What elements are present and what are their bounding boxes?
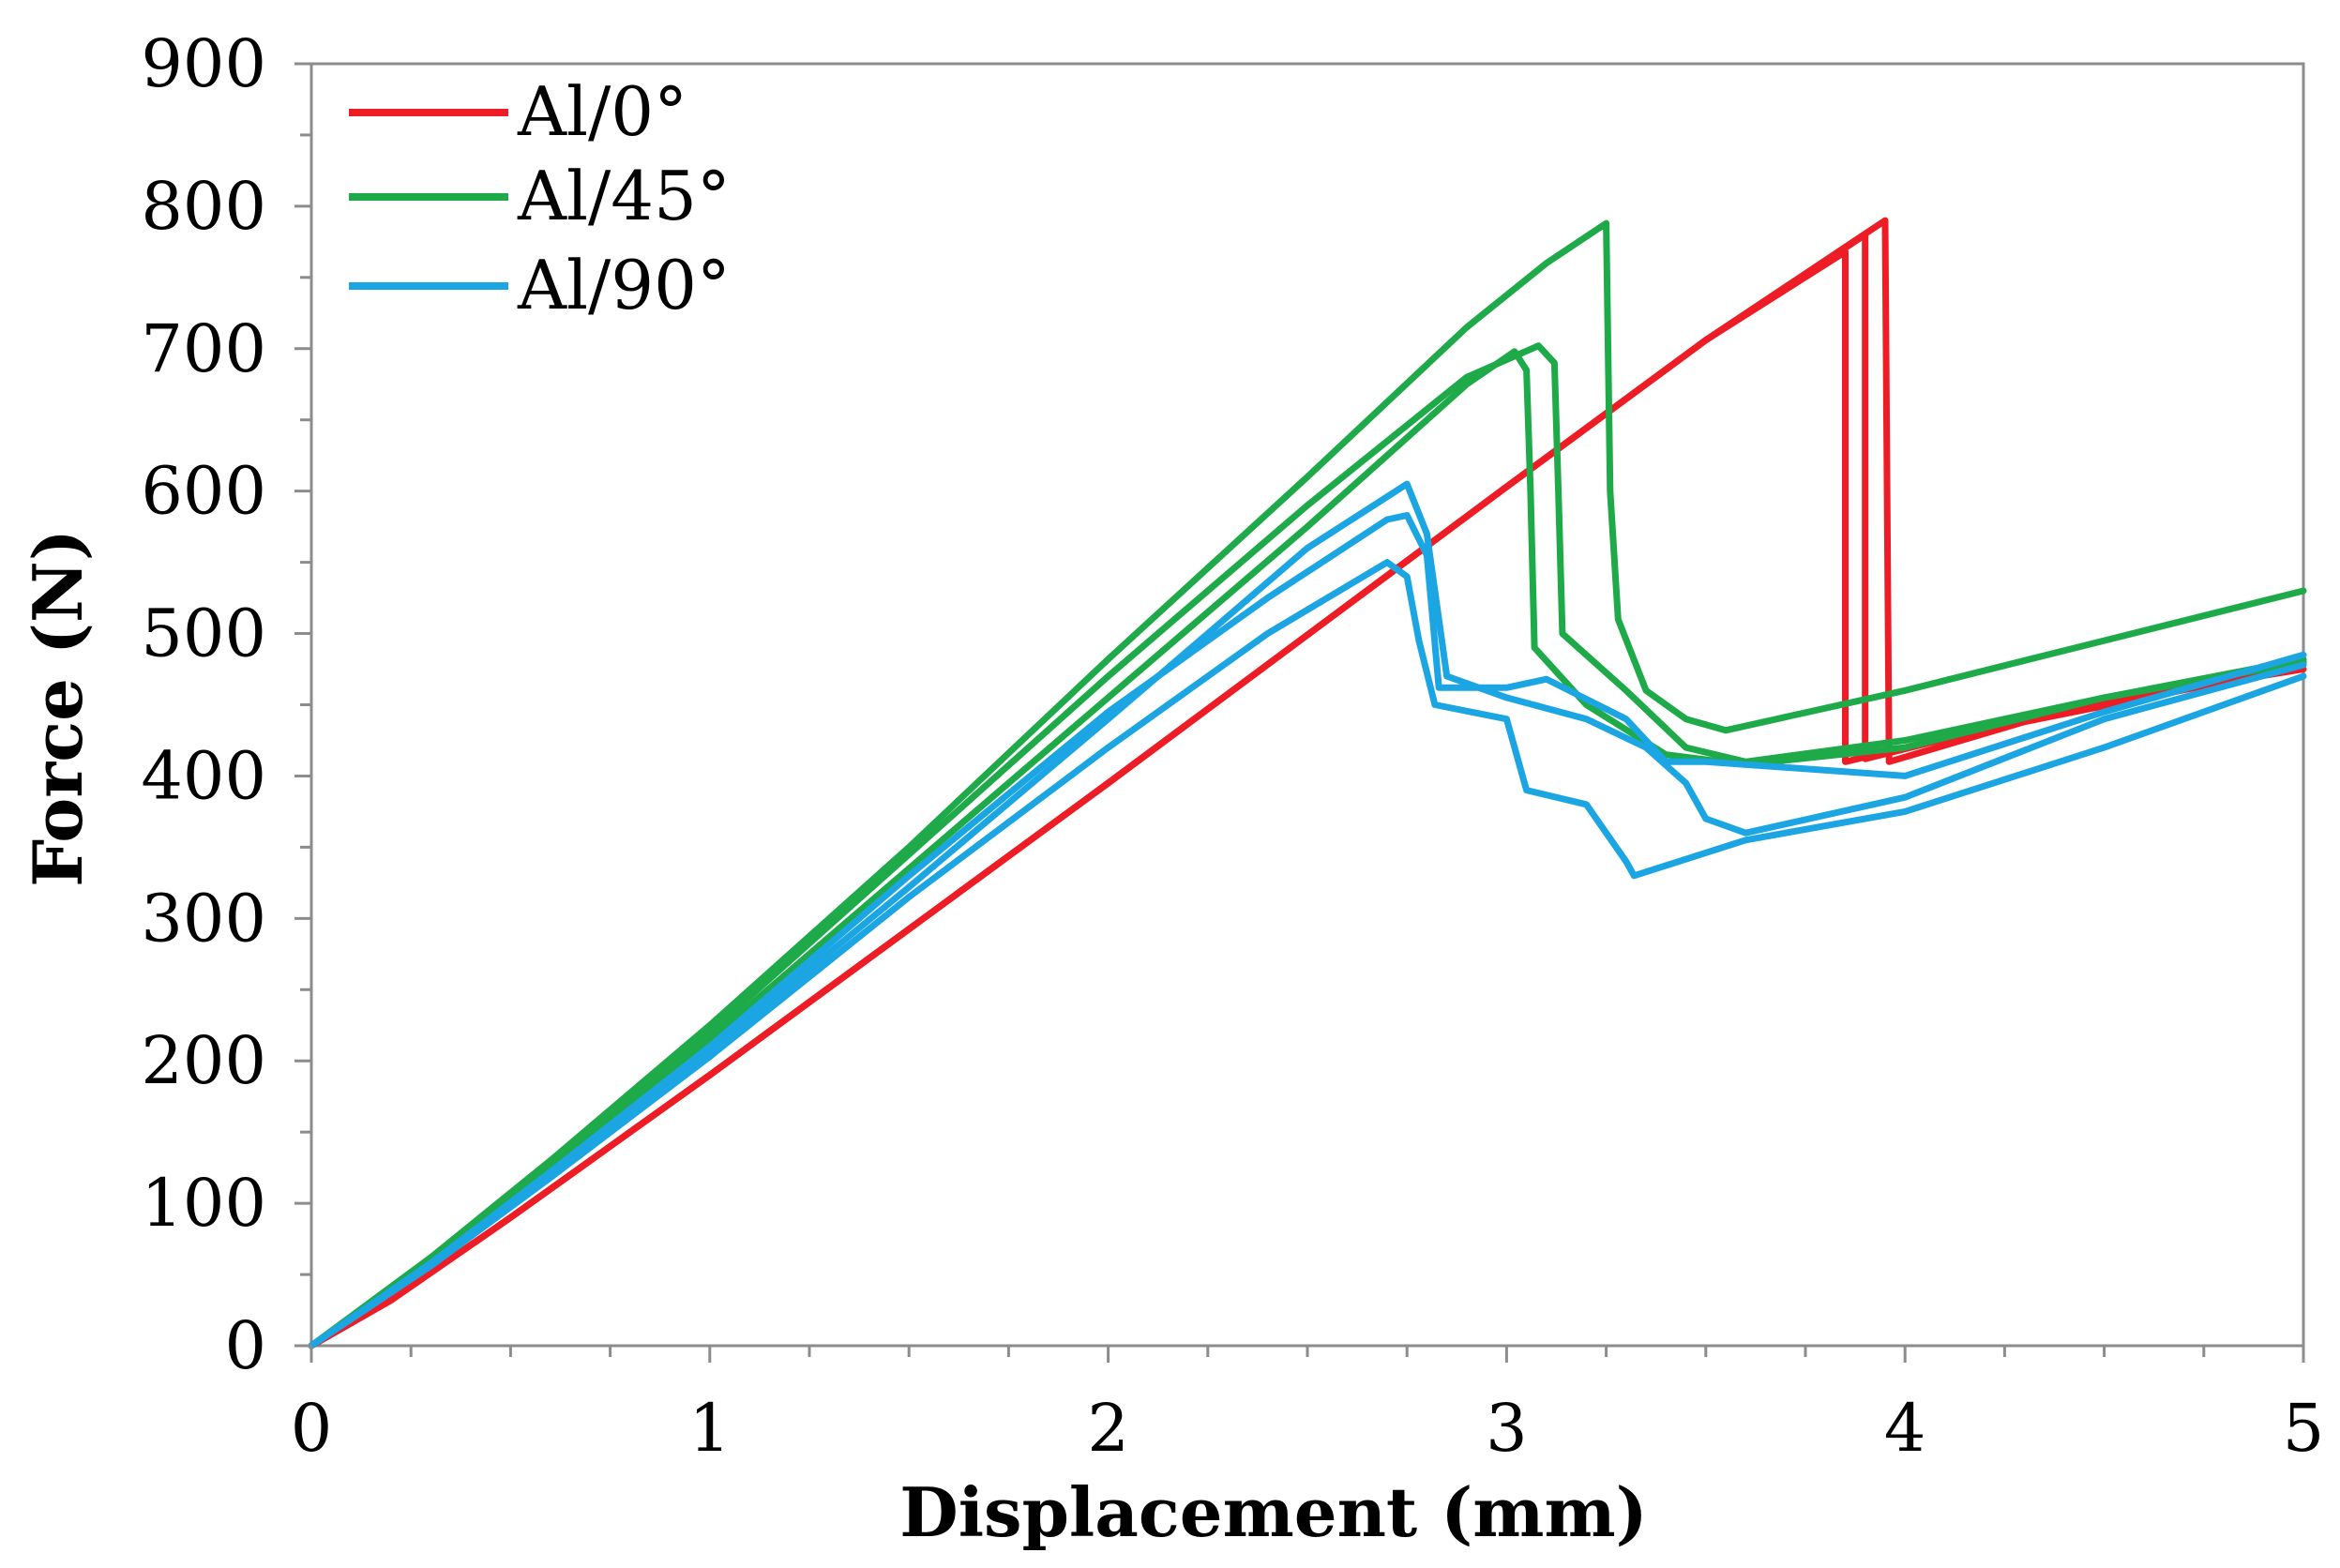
series-line-4 [308, 342, 2307, 1349]
y-tick-label: 900 [141, 25, 266, 102]
series-line-1 [308, 231, 2307, 1349]
y-axis-title: Force (N) [18, 529, 98, 887]
series-layer [308, 217, 2307, 1349]
ticks-layer: 0 100 200 300 400 500 600 700 800 900 0 1 2 3 4 5 [141, 25, 2324, 1467]
x-tick-label: 3 [1486, 1390, 1528, 1467]
series-line-0 [308, 249, 2307, 1349]
series-line-8 [308, 559, 2307, 1349]
legend-label-al-45: Al/45° [517, 157, 731, 235]
y-tick-label: 600 [141, 453, 266, 530]
series-line-3 [308, 348, 2307, 1349]
y-tick-label: 500 [141, 596, 266, 672]
y-tick-label: 400 [141, 737, 266, 814]
y-tick-label: 0 [224, 1307, 266, 1384]
series-line-7 [308, 480, 2307, 1349]
series-line-5 [308, 219, 2307, 1349]
series-line-6 [308, 512, 2307, 1349]
x-tick-label: 1 [689, 1390, 732, 1467]
x-tick-label: 0 [291, 1390, 333, 1467]
y-tick-label: 300 [141, 880, 266, 957]
x-axis-title: Displacement (mm) [899, 1472, 1647, 1552]
x-tick-label: 5 [2283, 1390, 2325, 1467]
y-tick-label: 200 [141, 1022, 266, 1099]
legend-label-al-0: Al/0° [517, 72, 687, 151]
x-tick-label: 2 [1087, 1390, 1129, 1467]
y-tick-label: 100 [141, 1165, 266, 1242]
y-tick-label: 700 [141, 310, 266, 387]
series-line-2 [308, 217, 2307, 1349]
y-tick-label: 800 [141, 168, 266, 245]
legend-label-al-90: Al/90° [517, 246, 731, 324]
x-tick-label: 4 [1884, 1390, 1926, 1467]
legend: Al/0° Al/45° Al/90° [349, 72, 731, 324]
